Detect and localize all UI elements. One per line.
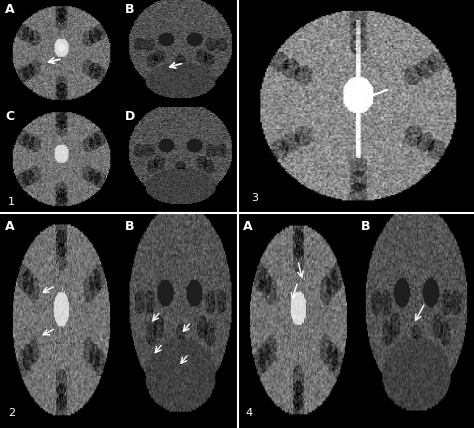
Text: B: B <box>361 220 371 232</box>
Text: B: B <box>124 3 134 16</box>
Text: A: A <box>243 220 253 232</box>
Text: C: C <box>5 110 15 123</box>
Text: 4: 4 <box>246 408 253 418</box>
Text: D: D <box>124 110 135 123</box>
Text: A: A <box>5 3 15 16</box>
Text: 3: 3 <box>252 193 258 203</box>
Text: 2: 2 <box>8 408 15 418</box>
Text: B: B <box>124 220 134 232</box>
Text: A: A <box>5 220 15 232</box>
Text: 1: 1 <box>8 197 15 207</box>
